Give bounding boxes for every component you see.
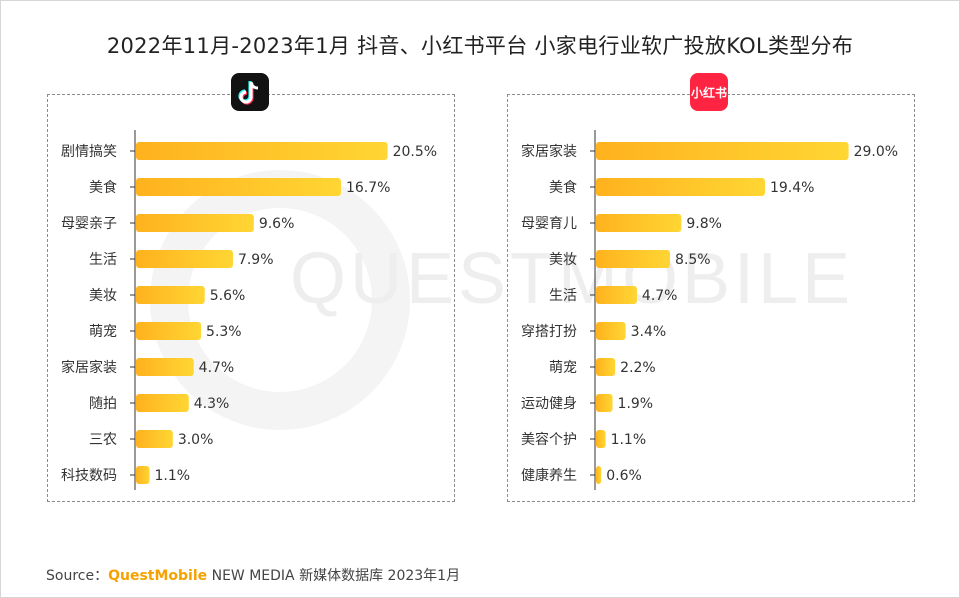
category-label: 剧情搞笑 [61, 144, 117, 160]
value-label: 3.4% [631, 324, 667, 340]
value-label: 1.1% [611, 432, 647, 448]
category-label: 母婴育儿 [521, 216, 577, 232]
category-label: 穿搭打扮 [521, 323, 577, 340]
value-label: 0.6% [606, 468, 642, 484]
value-label: 8.5% [675, 252, 711, 268]
value-label: 4.3% [194, 396, 230, 412]
douyin-icon [231, 73, 269, 111]
value-label: 5.6% [210, 288, 246, 304]
xiaohongshu-icon: 小红书 [690, 73, 728, 111]
bar [136, 430, 173, 448]
category-label: 美妆 [549, 252, 577, 268]
bar [596, 430, 606, 448]
category-label: 母婴亲子 [61, 216, 117, 232]
value-label: 1.1% [155, 468, 191, 484]
value-label: 9.6% [259, 216, 295, 232]
category-label: 美食 [549, 179, 577, 196]
bar [596, 178, 765, 196]
value-label: 19.4% [770, 180, 814, 196]
xiaohongshu-bar-chart: 家居家装 29.0% 美食 19.4% 母婴育儿 9.8% 美妆 8.5% 生活 4.7% 穿搭打扮… [521, 130, 898, 490]
value-label: 29.0% [854, 144, 898, 160]
bar [596, 214, 682, 232]
bar [136, 286, 205, 304]
value-label: 2.2% [620, 360, 656, 376]
category-label: 萌宠 [89, 324, 117, 340]
bar [136, 214, 254, 232]
category-label: 随拍 [89, 396, 117, 412]
bar [136, 142, 388, 160]
category-label: 三农 [89, 432, 117, 448]
value-label: 9.8% [686, 216, 722, 232]
douyin-bar-chart: 剧情搞笑 20.5% 美食 16.7% 母婴亲子 9.6% 生活 7.9% 美妆 5.6% 萌宠 5.… [61, 130, 437, 490]
source-brand: QuestMobile [108, 568, 208, 584]
category-label: 美食 [89, 179, 117, 196]
source-prefix: Source： [46, 568, 109, 584]
bar [596, 286, 637, 304]
bar [136, 466, 150, 484]
category-label: 萌宠 [549, 360, 577, 376]
value-label: 20.5% [393, 144, 437, 160]
value-label: 1.9% [618, 396, 654, 412]
bar [136, 178, 341, 196]
value-label: 3.0% [178, 432, 214, 448]
category-label: 科技数码 [61, 468, 117, 484]
bar [136, 358, 194, 376]
category-label: 美妆 [89, 288, 117, 304]
category-label: 运动健身 [521, 396, 577, 412]
bar [596, 322, 626, 340]
bar [596, 358, 616, 376]
chart-title: 2022年11月-2023年1月 抖音、小红书平台 小家电行业软广投放KOL类型… [106, 34, 854, 58]
bar [596, 142, 849, 160]
bar [596, 466, 602, 484]
watermark-text: QUESTMOBILE [290, 239, 855, 319]
category-label: 生活 [549, 288, 577, 304]
bar [596, 250, 671, 268]
category-label: 美容个护 [521, 431, 577, 448]
value-label: 7.9% [238, 252, 274, 268]
value-label: 16.7% [346, 180, 390, 196]
source-suffix: NEW MEDIA 新媒体数据库 2023年1月 [211, 568, 461, 584]
source-note: Source：QuestMobile NEW MEDIA 新媒体数据库 2023… [46, 565, 460, 585]
value-label: 5.3% [206, 324, 242, 340]
category-label: 生活 [89, 252, 117, 268]
bar [136, 322, 202, 340]
value-label: 4.7% [642, 288, 678, 304]
bar [136, 250, 233, 268]
category-label: 家居家装 [521, 143, 577, 160]
category-label: 家居家装 [61, 359, 117, 376]
bar [596, 394, 613, 412]
bar [136, 394, 189, 412]
value-label: 4.7% [199, 360, 235, 376]
category-label: 健康养生 [521, 467, 577, 484]
